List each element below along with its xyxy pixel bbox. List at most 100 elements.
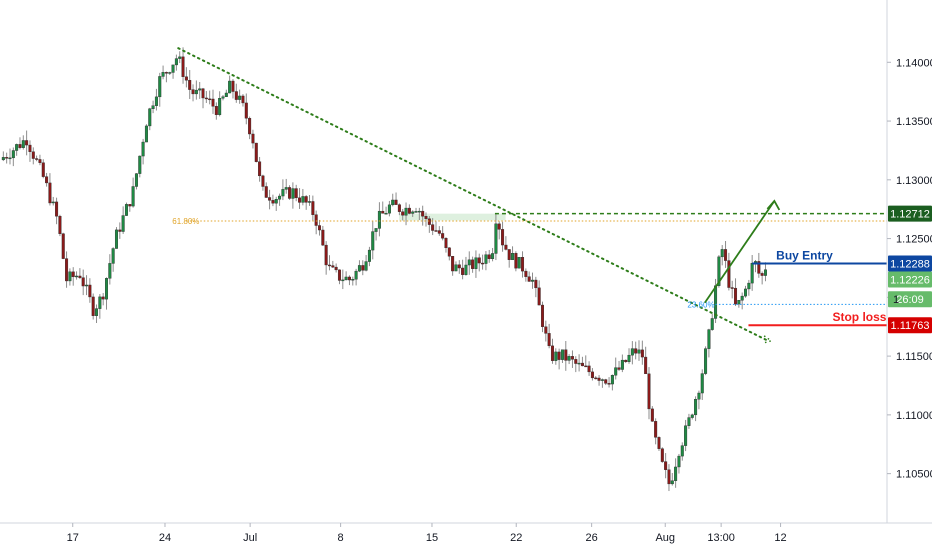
candle-body[interactable] — [724, 249, 728, 261]
candle-body[interactable] — [401, 211, 405, 216]
candle-body[interactable] — [238, 95, 242, 100]
candle-body[interactable] — [15, 144, 19, 151]
candle-body[interactable] — [444, 238, 448, 249]
candle-body[interactable] — [364, 261, 368, 271]
candle-body[interactable] — [464, 264, 468, 275]
candle-body[interactable] — [650, 408, 654, 422]
candle-body[interactable] — [134, 173, 138, 187]
candle-body[interactable] — [254, 142, 258, 162]
candle-body[interactable] — [377, 210, 381, 229]
candle-body[interactable] — [11, 150, 15, 159]
candle-body[interactable] — [644, 356, 648, 375]
candle-body[interactable] — [105, 278, 109, 300]
candle-body[interactable] — [704, 348, 708, 374]
candle-body[interactable] — [144, 125, 148, 143]
candle-body[interactable] — [457, 264, 461, 269]
candle-body[interactable] — [58, 215, 62, 234]
candle-body[interactable] — [304, 196, 308, 203]
candle-body[interactable] — [560, 349, 564, 360]
candle-body[interactable] — [714, 285, 718, 319]
candle-body[interactable] — [68, 271, 72, 282]
candle-body[interactable] — [384, 212, 388, 215]
candle-body[interactable] — [21, 140, 25, 148]
candle-body[interactable] — [291, 188, 295, 199]
candle-body[interactable] — [278, 195, 282, 200]
drawings[interactable]: 61.80% 23.60% Buy Entry Stop loss — [172, 47, 887, 344]
candle-body[interactable] — [664, 461, 668, 470]
candle-body[interactable] — [707, 329, 711, 349]
candle-body[interactable] — [244, 102, 248, 119]
candle-body[interactable] — [700, 373, 704, 394]
candle-body[interactable] — [211, 98, 215, 107]
candle-body[interactable] — [694, 399, 698, 416]
candle-body[interactable] — [218, 98, 222, 115]
candle-body[interactable] — [357, 265, 361, 272]
candle-body[interactable] — [667, 469, 671, 485]
candle-body[interactable] — [657, 437, 661, 449]
candle-body[interactable] — [191, 89, 195, 95]
candle-body[interactable] — [434, 230, 438, 232]
candle-body[interactable] — [258, 161, 262, 177]
candle-body[interactable] — [55, 201, 59, 217]
candle-body[interactable] — [138, 155, 142, 174]
candle-body[interactable] — [51, 201, 55, 204]
candle-body[interactable] — [387, 204, 391, 214]
candle-body[interactable] — [327, 264, 331, 267]
candle-body[interactable] — [301, 196, 305, 203]
candle-body[interactable] — [680, 445, 684, 457]
candle-body[interactable] — [141, 141, 145, 157]
candle-body[interactable] — [574, 359, 578, 364]
candle-body[interactable] — [294, 188, 298, 199]
candle-body[interactable] — [161, 72, 165, 77]
candle-body[interactable] — [5, 157, 9, 159]
candle-body[interactable] — [481, 262, 485, 265]
candle-body[interactable] — [314, 214, 318, 226]
candle-body[interactable] — [727, 260, 731, 288]
candle-body[interactable] — [600, 379, 604, 381]
candle-body[interactable] — [308, 201, 312, 203]
candle-body[interactable] — [504, 244, 508, 250]
candle-body[interactable] — [677, 455, 681, 468]
candle-body[interactable] — [331, 265, 335, 268]
candle-body[interactable] — [397, 204, 401, 212]
candle-body[interactable] — [78, 275, 82, 278]
candle-body[interactable] — [747, 282, 751, 290]
candle-body[interactable] — [284, 187, 288, 190]
candle-body[interactable] — [391, 199, 395, 206]
candle-body[interactable] — [347, 276, 351, 281]
candle-body[interactable] — [497, 223, 501, 230]
candle-body[interactable] — [351, 279, 355, 281]
candle-body[interactable] — [467, 259, 471, 266]
candle-body[interactable] — [268, 197, 272, 201]
candle-body[interactable] — [487, 254, 491, 259]
candle-body[interactable] — [321, 229, 325, 246]
candle-body[interactable] — [231, 80, 235, 92]
candle-body[interactable] — [188, 80, 192, 90]
candle-body[interactable] — [341, 279, 345, 282]
candle-body[interactable] — [627, 354, 631, 362]
candle-body[interactable] — [251, 133, 255, 144]
candle-body[interactable] — [264, 186, 268, 198]
candle-body[interactable] — [367, 249, 371, 262]
candle-body[interactable] — [637, 349, 641, 354]
candle-body[interactable] — [1, 157, 5, 161]
candle-body[interactable] — [567, 356, 571, 361]
candle-body[interactable] — [477, 257, 481, 264]
candle-body[interactable] — [361, 265, 365, 271]
candle-body[interactable] — [484, 254, 488, 264]
candle-body[interactable] — [85, 284, 89, 287]
candle-body[interactable] — [108, 263, 112, 279]
candle-body[interactable] — [88, 284, 92, 298]
candle-body[interactable] — [334, 266, 338, 271]
candle-body[interactable] — [451, 256, 455, 272]
x-axis[interactable]: 17 24 Jul 8 15 22 26 Aug 13:00 12 — [67, 523, 787, 544]
candle-body[interactable] — [427, 218, 431, 225]
candle-body[interactable] — [607, 383, 611, 385]
candle-body[interactable] — [274, 199, 278, 204]
candle-body[interactable] — [524, 270, 528, 277]
candle-body[interactable] — [617, 367, 621, 370]
candle-body[interactable] — [630, 348, 634, 356]
candle-body[interactable] — [740, 295, 744, 301]
candle-body[interactable] — [577, 362, 581, 365]
candle-body[interactable] — [35, 158, 39, 160]
